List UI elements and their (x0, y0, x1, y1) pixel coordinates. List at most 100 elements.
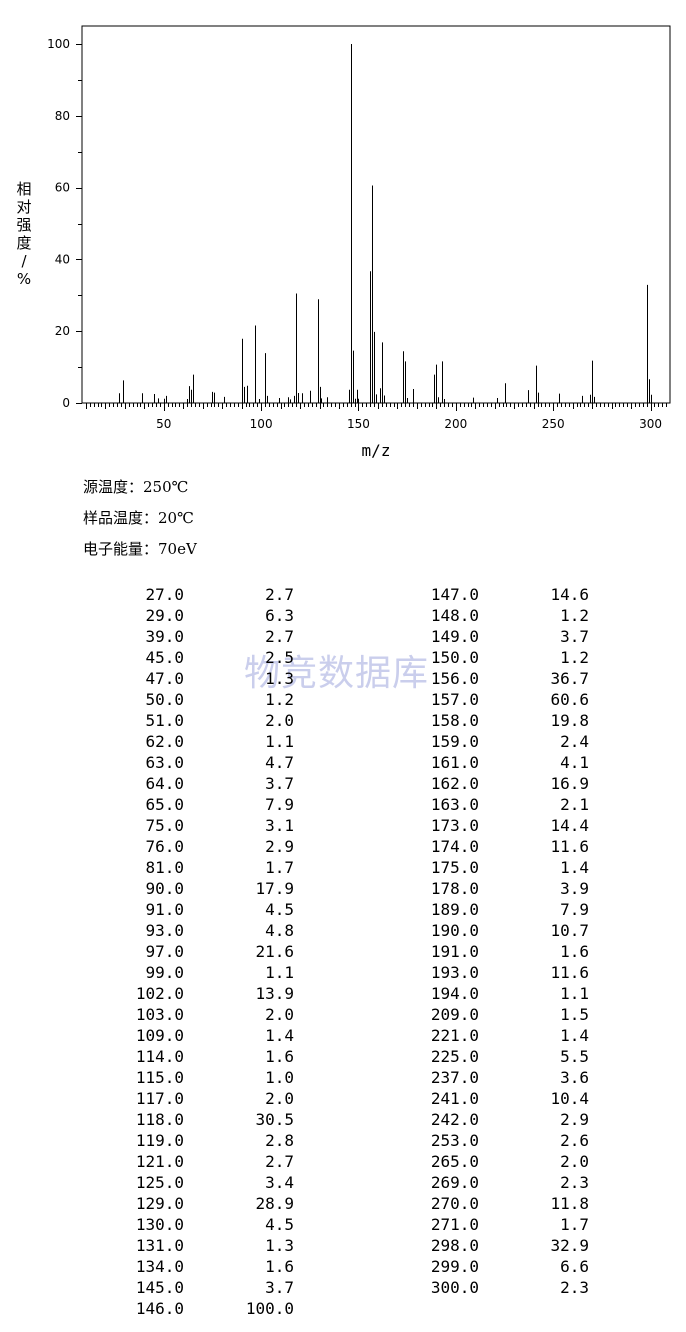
mz-value: 99.0 (145, 963, 184, 982)
mz-value: 150.0 (430, 648, 479, 667)
abundance-value: 1.6 (560, 942, 589, 961)
plot-frame (81, 25, 671, 404)
abundance-value: 1.7 (560, 1215, 589, 1234)
mz-value: 189.0 (430, 900, 479, 919)
table-row: 298.0 32.9 (419, 1235, 589, 1256)
abundance-value: 4.7 (265, 753, 294, 772)
abundance-value: 2.7 (265, 627, 294, 646)
table-row: 209.0 1.5 (419, 1004, 589, 1025)
mz-value: 175.0 (430, 858, 479, 877)
abundance-value: 2.0 (265, 711, 294, 730)
table-row: 221.0 1.4 (419, 1025, 589, 1046)
mz-value: 162.0 (430, 774, 479, 793)
table-row: 265.0 2.0 (419, 1151, 589, 1172)
x-tick-label: 50 (156, 417, 171, 431)
mz-value: 129.0 (135, 1194, 184, 1213)
abundance-value: 7.9 (560, 900, 589, 919)
mz-value: 174.0 (430, 837, 479, 856)
sample-temperature: 样品温度：20℃ (83, 509, 194, 527)
table-row: 63.0 4.7 (124, 752, 294, 773)
mz-value: 148.0 (430, 606, 479, 625)
mz-value: 45.0 (145, 648, 184, 667)
mz-value: 117.0 (135, 1089, 184, 1108)
table-row: 65.0 7.9 (124, 794, 294, 815)
abundance-value: 1.4 (560, 858, 589, 877)
mz-value: 130.0 (135, 1215, 184, 1234)
y-tick-label: 20 (55, 324, 70, 338)
abundance-value: 32.9 (550, 1236, 589, 1255)
table-row: 27.0 2.7 (124, 584, 294, 605)
abundance-value: 14.4 (550, 816, 589, 835)
abundance-value: 1.5 (560, 1005, 589, 1024)
x-tick-label: 250 (542, 417, 565, 431)
mz-value: 265.0 (430, 1152, 479, 1171)
table-row: 125.0 3.4 (124, 1172, 294, 1193)
mz-value: 159.0 (430, 732, 479, 751)
table-row: 237.0 3.6 (419, 1067, 589, 1088)
table-row: 156.0 36.7 (419, 668, 589, 689)
table-row: 271.0 1.7 (419, 1214, 589, 1235)
abundance-value: 1.6 (265, 1047, 294, 1066)
abundance-value: 4.8 (265, 921, 294, 940)
mz-value: 242.0 (430, 1110, 479, 1129)
table-row: 190.0 10.7 (419, 920, 589, 941)
x-tick-label: 150 (347, 417, 370, 431)
table-row: 39.0 2.7 (124, 626, 294, 647)
table-row: 109.0 1.4 (124, 1025, 294, 1046)
mz-value: 29.0 (145, 606, 184, 625)
mz-value: 121.0 (135, 1152, 184, 1171)
table-row: 51.0 2.0 (124, 710, 294, 731)
table-row: 149.0 3.7 (419, 626, 589, 647)
abundance-value: 2.1 (560, 795, 589, 814)
mz-value: 253.0 (430, 1131, 479, 1150)
x-axis-label: m/z (362, 441, 391, 460)
mz-value: 114.0 (135, 1047, 184, 1066)
abundance-value: 3.4 (265, 1173, 294, 1192)
table-row: 64.0 3.7 (124, 773, 294, 794)
mz-value: 50.0 (145, 690, 184, 709)
mz-value: 221.0 (430, 1026, 479, 1045)
abundance-value: 3.7 (265, 774, 294, 793)
axis-labels: 50 100 150 200 250 300 0 20 40 60 80 100 (47, 37, 662, 431)
table-row: 242.0 2.9 (419, 1109, 589, 1130)
mz-value: 97.0 (145, 942, 184, 961)
table-row: 75.0 3.1 (124, 815, 294, 836)
mz-value: 81.0 (145, 858, 184, 877)
mz-value: 145.0 (135, 1278, 184, 1297)
table-row: 253.0 2.6 (419, 1130, 589, 1151)
y-tick-label: 60 (55, 181, 70, 195)
abundance-value: 1.4 (265, 1026, 294, 1045)
table-row: 118.0 30.5 (124, 1109, 294, 1130)
mz-value: 91.0 (145, 900, 184, 919)
table-row: 163.0 2.1 (419, 794, 589, 815)
abundance-value: 2.3 (560, 1173, 589, 1192)
abundance-value: 7.9 (265, 795, 294, 814)
mz-value: 125.0 (135, 1173, 184, 1192)
abundance-value: 1.7 (265, 858, 294, 877)
mz-value: 63.0 (145, 753, 184, 772)
abundance-value: 2.9 (265, 837, 294, 856)
table-row: 175.0 1.4 (419, 857, 589, 878)
table-row: 97.0 21.6 (124, 941, 294, 962)
mz-value: 147.0 (430, 585, 479, 604)
abundance-value: 100.0 (245, 1299, 294, 1318)
mz-value: 76.0 (145, 837, 184, 856)
mz-value: 102.0 (135, 984, 184, 1003)
y-tick-label: 80 (55, 109, 70, 123)
mz-value: 225.0 (430, 1047, 479, 1066)
abundance-value: 4.5 (265, 900, 294, 919)
table-row: 103.0 2.0 (124, 1004, 294, 1025)
abundance-value: 6.6 (560, 1257, 589, 1276)
abundance-value: 2.0 (265, 1089, 294, 1108)
table-row: 241.0 10.4 (419, 1088, 589, 1109)
mz-value: 156.0 (430, 669, 479, 688)
table-row: 162.0 16.9 (419, 773, 589, 794)
abundance-value: 1.2 (560, 606, 589, 625)
abundance-value: 1.1 (265, 732, 294, 751)
abundance-value: 13.9 (255, 984, 294, 1003)
mz-value: 298.0 (430, 1236, 479, 1255)
abundance-value: 19.8 (550, 711, 589, 730)
table-row: 191.0 1.6 (419, 941, 589, 962)
abundance-value: 28.9 (255, 1194, 294, 1213)
table-row: 47.0 1.3 (124, 668, 294, 689)
